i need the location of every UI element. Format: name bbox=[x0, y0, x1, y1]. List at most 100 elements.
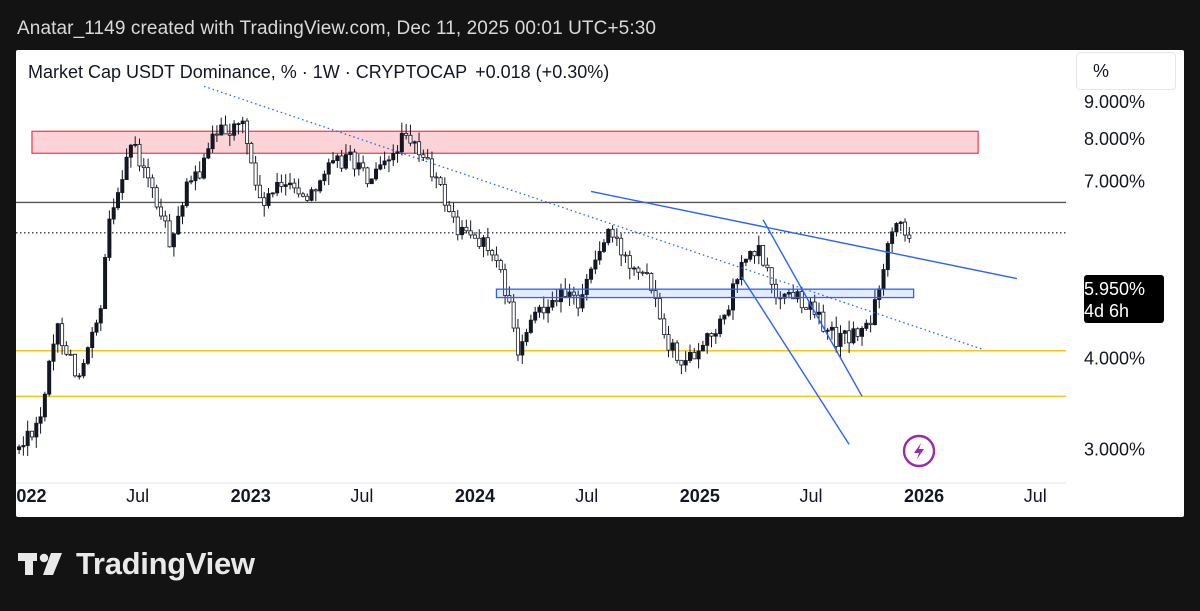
chart-panel[interactable]: 9.000%8.000%7.000%5.000%4.000%3.000% 202… bbox=[16, 50, 1184, 517]
y-tick-label: 9.000% bbox=[1084, 92, 1145, 112]
candle-body bbox=[249, 143, 254, 164]
x-tick-label: 2022 bbox=[16, 486, 46, 506]
candle-body bbox=[769, 267, 774, 285]
candle-body bbox=[739, 261, 744, 280]
candle-body bbox=[219, 124, 224, 136]
tradingview-logo-icon bbox=[18, 553, 62, 575]
candle-body bbox=[356, 162, 361, 170]
trendline-2[interactable] bbox=[741, 276, 850, 445]
alert-icon[interactable] bbox=[902, 434, 936, 468]
candle-body bbox=[227, 133, 232, 136]
candle-body bbox=[236, 123, 241, 126]
candle-body bbox=[361, 162, 366, 169]
candle-body bbox=[791, 292, 796, 300]
candle-body bbox=[894, 223, 899, 233]
candle-body bbox=[868, 322, 873, 326]
candle-body bbox=[834, 326, 839, 347]
candle-body bbox=[365, 167, 370, 185]
candle-body bbox=[765, 264, 770, 269]
candle-body bbox=[460, 226, 465, 236]
candle-body bbox=[855, 328, 860, 337]
candle-body bbox=[589, 268, 594, 280]
candle-body bbox=[537, 306, 542, 313]
candle-body bbox=[838, 332, 843, 347]
candle-body bbox=[700, 344, 705, 352]
candle-body bbox=[326, 162, 331, 175]
candle-body bbox=[597, 250, 602, 261]
candle-body bbox=[580, 294, 585, 309]
candle-body bbox=[47, 360, 52, 395]
resistance-zone[interactable] bbox=[31, 130, 979, 154]
candle-body bbox=[541, 306, 546, 314]
percent-scale-button[interactable]: % bbox=[1076, 52, 1176, 90]
candle-body bbox=[666, 334, 671, 351]
candle-body bbox=[115, 192, 120, 209]
candle-body bbox=[451, 211, 456, 218]
candle-body bbox=[795, 291, 800, 300]
candle-body bbox=[395, 151, 400, 154]
candle-body bbox=[619, 237, 624, 256]
candle-body bbox=[128, 144, 133, 158]
x-tick-label: Jul bbox=[800, 486, 823, 506]
candle-body bbox=[111, 207, 116, 220]
candle-body bbox=[636, 267, 641, 273]
candle-body bbox=[804, 307, 809, 310]
candle-body bbox=[825, 329, 830, 332]
candle-body bbox=[786, 292, 791, 295]
candle-body bbox=[872, 299, 877, 326]
symbol-title: Market Cap USDT Dominance, % · 1W · CRYP… bbox=[28, 62, 468, 82]
candle-body bbox=[735, 279, 740, 285]
candle-body bbox=[447, 204, 452, 212]
candle-body bbox=[481, 237, 486, 247]
candle-body bbox=[309, 189, 314, 201]
candle-body bbox=[890, 231, 895, 244]
candle-body bbox=[382, 160, 387, 166]
candle-body bbox=[653, 290, 658, 300]
candle-body bbox=[17, 446, 22, 451]
candle-body bbox=[520, 341, 525, 356]
candle-body bbox=[649, 273, 654, 292]
candle-body bbox=[257, 184, 262, 199]
candle-body bbox=[799, 291, 804, 309]
candle-body bbox=[214, 133, 219, 136]
y-tick-label: 8.000% bbox=[1084, 129, 1145, 149]
candle-body bbox=[81, 362, 86, 377]
candle-body bbox=[593, 259, 598, 270]
candle-body bbox=[189, 180, 194, 183]
x-tick-label: 2023 bbox=[231, 486, 271, 506]
candle-body bbox=[490, 250, 495, 256]
candle-body bbox=[907, 234, 912, 239]
candle-body bbox=[498, 260, 503, 271]
candle-body bbox=[292, 182, 297, 189]
candle-body bbox=[404, 132, 409, 136]
candle-body bbox=[438, 177, 443, 185]
candle-body bbox=[374, 168, 379, 180]
candle-body bbox=[885, 243, 890, 270]
candle-body bbox=[339, 155, 344, 169]
candle-body bbox=[627, 255, 632, 269]
candle-body bbox=[176, 215, 181, 235]
candle-body bbox=[72, 353, 77, 377]
x-tick-label: 2026 bbox=[904, 486, 944, 506]
candle-body bbox=[730, 283, 735, 311]
support-band[interactable] bbox=[495, 288, 915, 299]
candle-body bbox=[679, 359, 684, 366]
trendline-0[interactable] bbox=[203, 85, 983, 350]
candle-body bbox=[386, 159, 391, 162]
chart-canvas[interactable]: 9.000%8.000%7.000%5.000%4.000%3.000% 202… bbox=[16, 50, 1184, 517]
candle-body bbox=[455, 216, 460, 236]
trendline-3[interactable] bbox=[762, 219, 863, 397]
candle-body bbox=[206, 148, 211, 159]
x-tick-label: Jul bbox=[1024, 486, 1047, 506]
candle-body bbox=[640, 271, 645, 274]
candle-body bbox=[472, 234, 477, 239]
candle-body bbox=[146, 167, 151, 179]
trendline-1[interactable] bbox=[590, 190, 1017, 280]
candle-body bbox=[507, 295, 512, 303]
candle-body bbox=[167, 220, 172, 248]
candle-body bbox=[94, 322, 99, 333]
last-price-label: 5.950% 4d 6h bbox=[1084, 275, 1164, 323]
candle-body bbox=[421, 154, 426, 158]
candle-body bbox=[85, 347, 90, 364]
candle-body bbox=[64, 345, 69, 355]
